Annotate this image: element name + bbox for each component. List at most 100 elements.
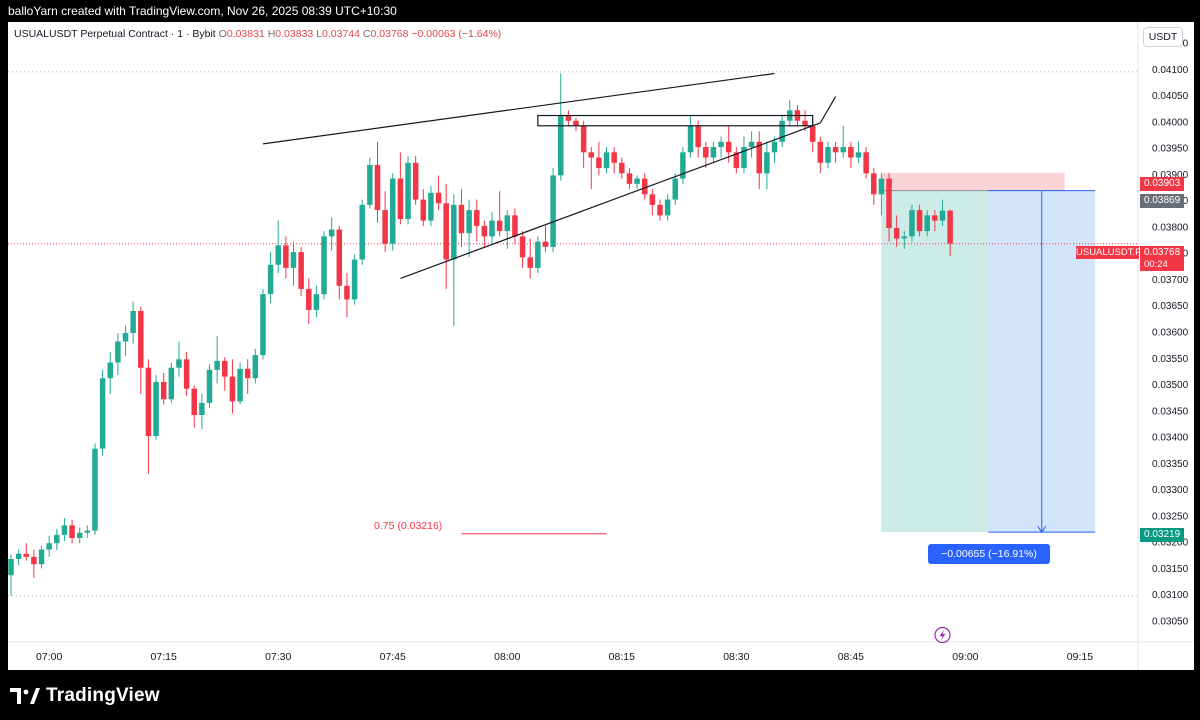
candle-body bbox=[512, 215, 518, 237]
candle-body bbox=[260, 294, 266, 356]
price-range-measure-label[interactable]: −0.00655 (−16.91%) −655 bbox=[928, 544, 1050, 580]
candle-body bbox=[748, 141, 755, 148]
candle-body bbox=[649, 194, 656, 205]
footer-bar bbox=[0, 670, 1200, 720]
candle-body bbox=[46, 543, 52, 550]
candle-body bbox=[489, 220, 495, 237]
candle-body bbox=[550, 175, 556, 247]
candle-body bbox=[886, 178, 892, 228]
candle-body bbox=[405, 162, 411, 220]
legend-close-value: 0.03768 bbox=[370, 28, 409, 40]
candle-body bbox=[122, 333, 129, 342]
price-axis-tick: 0.03700 bbox=[1152, 275, 1189, 286]
candle-body bbox=[611, 152, 617, 163]
legend-symbol: USUALUSDT Perpetual Contract · 1 · Bybit bbox=[14, 28, 216, 40]
candle-body bbox=[924, 215, 930, 232]
candle-body bbox=[756, 141, 762, 174]
price-chart[interactable]: 0.041500.041000.040500.040000.039500.039… bbox=[8, 22, 1194, 670]
candle-body bbox=[313, 294, 320, 310]
candle-body bbox=[619, 162, 625, 174]
candle-body bbox=[496, 220, 503, 232]
candle-body bbox=[626, 173, 633, 184]
candle-body bbox=[428, 192, 434, 221]
candle-body bbox=[183, 359, 190, 389]
currency-unit-button[interactable]: USDT bbox=[1143, 27, 1183, 47]
candle-body bbox=[336, 229, 343, 286]
time-axis-tick: 08:30 bbox=[723, 651, 749, 663]
price-axis-tick: 0.03200 bbox=[1152, 538, 1189, 549]
candle-body bbox=[283, 245, 289, 268]
candle-body bbox=[535, 241, 541, 268]
price-axis-tick: 0.03250 bbox=[1152, 511, 1189, 522]
candle-body bbox=[947, 210, 953, 244]
price-axis-tick: 0.03100 bbox=[1152, 590, 1189, 601]
candle-body bbox=[733, 152, 740, 169]
candle-body bbox=[168, 367, 175, 400]
candle-body bbox=[412, 162, 419, 200]
candle-body bbox=[328, 229, 335, 237]
candle-body bbox=[237, 368, 243, 402]
candle-body bbox=[76, 532, 83, 538]
candle-body bbox=[855, 152, 862, 158]
price-axis-tick: 0.03900 bbox=[1152, 170, 1189, 181]
candle-body bbox=[817, 141, 824, 163]
entry-price-tag: 0.03869 bbox=[1140, 194, 1185, 208]
candle-body bbox=[565, 115, 572, 121]
candle-body bbox=[527, 257, 533, 268]
candle-body bbox=[38, 549, 45, 565]
candle-body bbox=[130, 310, 136, 334]
candle-body bbox=[802, 120, 808, 127]
last-price-tag: 0.03768 bbox=[1140, 246, 1185, 259]
legend-high-value: 0.03833 bbox=[275, 28, 314, 40]
candle-body bbox=[54, 534, 60, 544]
candle-body bbox=[275, 245, 281, 265]
legend-high-label: H bbox=[267, 28, 276, 40]
bar-countdown-timer: 00:24 bbox=[1140, 259, 1184, 271]
time-axis-tick: 07:45 bbox=[380, 651, 406, 663]
price-range-arrow-head bbox=[1037, 525, 1047, 534]
candle-body bbox=[69, 525, 75, 538]
candle-body bbox=[481, 225, 488, 237]
legend-close-label: C bbox=[362, 28, 371, 40]
candle-body bbox=[252, 355, 259, 379]
tradingview-logo[interactable]: TradingView bbox=[10, 685, 160, 707]
candle-body bbox=[23, 553, 30, 557]
chart-panel[interactable]: 0.041500.041000.040500.040000.039500.039… bbox=[8, 22, 1194, 670]
candle-body bbox=[603, 152, 610, 169]
time-axis-tick: 08:15 bbox=[609, 651, 635, 663]
price-axis-tick: 0.04000 bbox=[1152, 117, 1189, 128]
candle-body bbox=[596, 157, 602, 169]
candle-body bbox=[367, 164, 373, 205]
candle-body bbox=[703, 147, 709, 158]
price-axis-tick: 0.04050 bbox=[1152, 91, 1189, 102]
candle-body bbox=[641, 178, 648, 195]
price-axis-tick: 0.03600 bbox=[1152, 328, 1189, 339]
price-axis-tick: 0.03650 bbox=[1152, 301, 1189, 312]
time-axis-tick: 09:00 bbox=[952, 651, 978, 663]
candle-body bbox=[451, 204, 457, 260]
candle-body bbox=[580, 126, 587, 153]
candle-body bbox=[672, 178, 679, 200]
wedge-upper-trendline bbox=[262, 72, 775, 145]
wedge-lower-trendline bbox=[400, 122, 821, 279]
candle-body bbox=[390, 178, 396, 244]
symbol-price-label: USUALUSDT.P bbox=[1076, 246, 1142, 259]
candle-body bbox=[878, 178, 885, 195]
time-axis-tick: 09:15 bbox=[1067, 651, 1093, 663]
candle-body bbox=[695, 126, 701, 148]
candle-body bbox=[420, 199, 427, 221]
candle-body bbox=[443, 203, 449, 260]
candle-body bbox=[825, 147, 831, 163]
legend-low-label: L bbox=[316, 28, 323, 40]
time-axis-tick: 08:00 bbox=[494, 651, 520, 663]
candle-body bbox=[160, 381, 167, 400]
candle-body bbox=[779, 120, 785, 142]
candle-body bbox=[382, 210, 388, 244]
candle-body bbox=[176, 359, 182, 368]
candle-body bbox=[351, 259, 358, 300]
candle-body bbox=[92, 448, 98, 531]
price-axis-tick: 0.03550 bbox=[1152, 354, 1189, 365]
price-axis-tick: 0.03350 bbox=[1152, 459, 1189, 470]
wedge-lower-extension bbox=[819, 96, 837, 124]
candle-body bbox=[932, 215, 938, 221]
